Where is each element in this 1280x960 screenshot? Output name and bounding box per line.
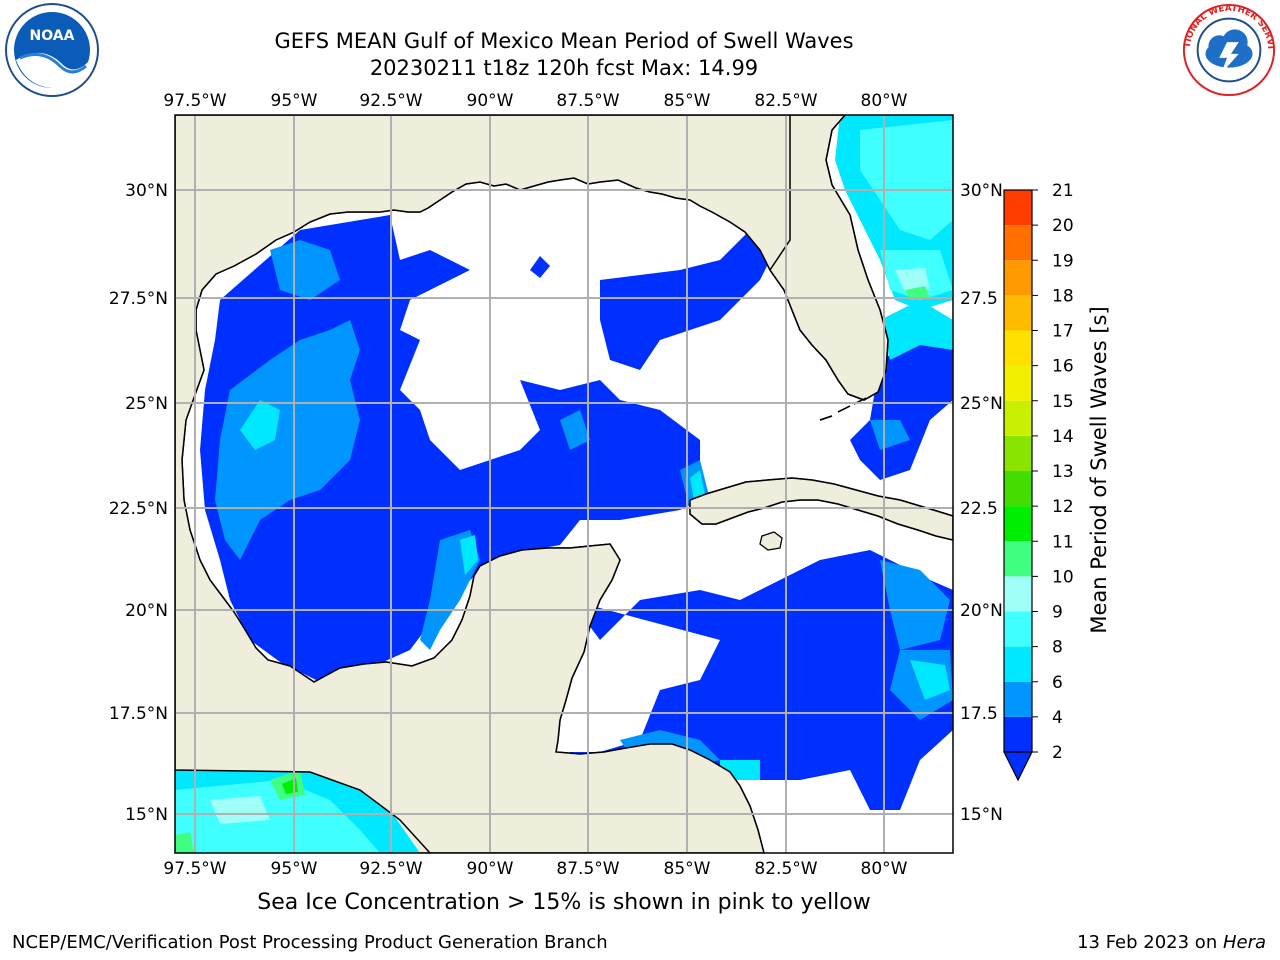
lon-label-bottom: 90°W <box>467 859 514 879</box>
lon-label-top: 82.5°W <box>754 91 817 111</box>
map-area <box>175 115 953 853</box>
colorbar-segment <box>1004 471 1032 507</box>
colorbar-tick-label: 14 <box>1052 427 1074 447</box>
lon-label-bottom: 85°W <box>664 859 711 879</box>
date-text: 13 Feb 2023 on <box>1077 932 1223 953</box>
colorbar-tick-label: 13 <box>1052 462 1074 482</box>
colorbar-tick-label: 16 <box>1052 357 1074 377</box>
lat-label-right: 17.5 <box>960 704 998 724</box>
lat-label-right: 15°N <box>960 805 1003 825</box>
colorbar-tick-label: 12 <box>1052 497 1074 517</box>
colorbar-tick-label: 2 <box>1052 743 1063 763</box>
lat-label-left: 15°N <box>125 805 168 825</box>
colorbar-tick-label: 15 <box>1052 392 1074 412</box>
colorbar-segment <box>1004 330 1032 366</box>
lon-label-top: 92.5°W <box>359 91 422 111</box>
lat-label-left: 30°N <box>125 181 168 201</box>
colorbar-segment <box>1004 576 1032 612</box>
lon-label-top: 80°W <box>861 91 908 111</box>
noaa-logo: NOAA <box>5 3 99 97</box>
colorbar-segment <box>1004 506 1032 542</box>
lon-label-top: 90°W <box>467 91 514 111</box>
lat-label-left: 25°N <box>125 394 168 414</box>
lat-label-left: 27.5°N <box>109 289 168 309</box>
colorbar-tick-label: 4 <box>1052 708 1063 728</box>
lat-label-right: 22.5 <box>960 499 998 519</box>
nws-logo: NATIONAL WEATHER SERVICE <box>1180 2 1275 97</box>
colorbar-tick-label: 8 <box>1052 638 1063 658</box>
lon-label-bottom: 87.5°W <box>556 859 619 879</box>
colorbar-segment <box>1004 295 1032 331</box>
colorbar: 2 4 6 8 9 10 11 12 13 14 15 16 17 18 19 20 21 <box>1003 181 1074 782</box>
host-name: Hera <box>1222 932 1266 953</box>
colorbar-label: Mean Period of Swell Waves [s] <box>1087 306 1111 633</box>
lon-label-bottom: 80°W <box>861 859 908 879</box>
colorbar-segment <box>1004 365 1032 401</box>
lon-label-bottom: 95°W <box>271 859 318 879</box>
lat-labels-right: 30°N 27.5 25°N 22.5 20°N 17.5 15°N <box>960 181 1003 825</box>
lon-label-bottom: 82.5°W <box>754 859 817 879</box>
graticule <box>175 115 953 853</box>
lon-label-bottom: 97.5°W <box>163 859 226 879</box>
colorbar-tick-label: 17 <box>1052 322 1074 342</box>
lat-label-right: 30°N <box>960 181 1003 201</box>
colorbar-extend <box>1003 751 1033 782</box>
colorbar-segment <box>1004 611 1032 647</box>
map-frame <box>174 114 954 854</box>
sea-ice-note: Sea Ice Concentration > 15% is shown in … <box>257 890 871 915</box>
colorbar-tick-label: 20 <box>1052 216 1074 236</box>
lon-label-top: 97.5°W <box>163 91 226 111</box>
lon-label-top: 95°W <box>271 91 318 111</box>
lon-label-bottom: 92.5°W <box>359 859 422 879</box>
svg-text:NOAA: NOAA <box>30 28 75 44</box>
colorbar-tick-label: 11 <box>1052 532 1074 552</box>
colorbar-segment <box>1004 260 1032 296</box>
colorbar-segment <box>1004 400 1032 436</box>
chart-title: GEFS MEAN Gulf of Mexico Mean Period of … <box>274 29 854 53</box>
credit-text: NCEP/EMC/Verification Post Processing Pr… <box>12 932 608 953</box>
lon-labels-bottom: 97.5°W 95°W 92.5°W 90°W 87.5°W 85°W 82.5°W 80°W <box>163 859 907 879</box>
colorbar-tick-label: 10 <box>1052 567 1074 587</box>
lat-labels-left: 30°N 27.5°N 25°N 22.5°N 20°N 17.5°N 15°N <box>109 181 168 825</box>
colorbar-segment <box>1004 190 1032 226</box>
lat-label-right: 25°N <box>960 394 1003 414</box>
colorbar-segment <box>1004 435 1032 471</box>
colorbar-segment <box>1004 716 1032 752</box>
colorbar-segment <box>1004 681 1032 717</box>
lon-label-top: 87.5°W <box>556 91 619 111</box>
date-stamp: 13 Feb 2023 on Hera <box>1077 932 1266 953</box>
colorbar-tick-label: 21 <box>1052 181 1074 201</box>
colorbar-tick-label: 19 <box>1052 251 1074 271</box>
lat-label-right: 20°N <box>960 601 1003 621</box>
colorbar-tick-label: 6 <box>1052 673 1063 693</box>
chart-subtitle: 20230211 t18z 120h fcst Max: 14.99 <box>369 56 759 80</box>
colorbar-tick-label: 18 <box>1052 286 1074 306</box>
swell-fill-9 <box>210 268 930 824</box>
lat-label-left: 22.5°N <box>109 499 168 519</box>
lon-label-top: 85°W <box>664 91 711 111</box>
colorbar-segment <box>1004 225 1032 261</box>
lat-label-left: 17.5°N <box>109 704 168 724</box>
colorbar-tick-label: 9 <box>1052 603 1063 623</box>
lon-labels-top: 97.5°W 95°W 92.5°W 90°W 87.5°W 85°W 82.5°W 80°W <box>163 91 907 111</box>
colorbar-segment <box>1004 646 1032 682</box>
swell-fill-4 <box>215 240 953 770</box>
colorbar-segment <box>1004 541 1032 577</box>
lat-label-left: 20°N <box>125 601 168 621</box>
lat-label-right: 27.5 <box>960 289 998 309</box>
